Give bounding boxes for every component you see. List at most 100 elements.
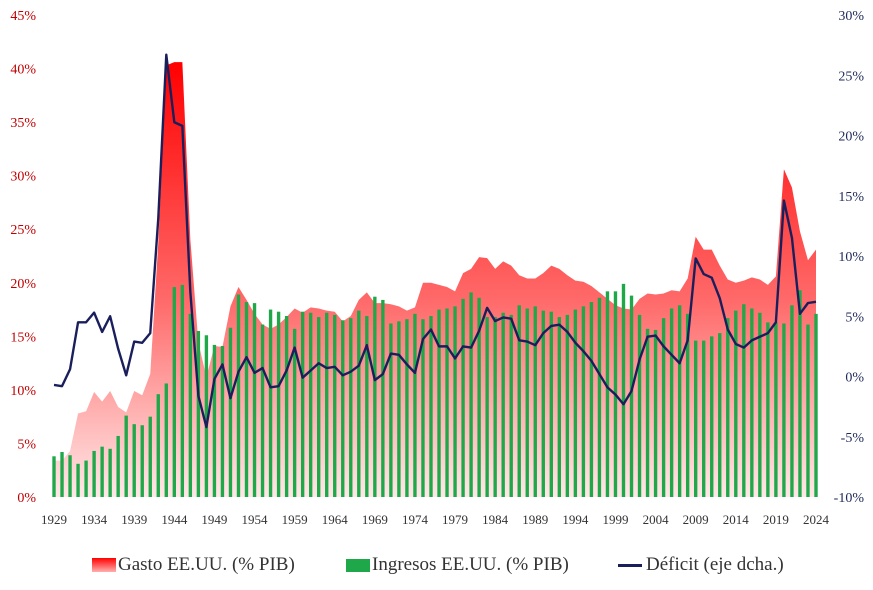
ingresos-bar-2022 [798,290,802,497]
ingresos-bar-1978 [445,308,449,497]
ingresos-bar-1974 [413,313,417,497]
gasto-area [54,62,816,497]
ingresos-bar-1937 [116,435,120,497]
right-tick-label: 30% [838,9,864,24]
legend-item-deficit: Déficit (eje dcha.) [618,548,784,582]
ingresos-bar-1979 [453,306,457,497]
ingresos-bar-1994 [573,309,578,497]
ingresos-bar-2024 [814,313,818,497]
ingresos-bar-1964 [333,314,337,497]
x-tick-label: 1994 [562,512,589,527]
x-tick-label: 2014 [723,512,750,527]
deficit-line-layer [53,53,817,429]
ingresos-bar-2007 [677,305,682,497]
legend-label-deficit: Déficit (eje dcha.) [646,554,784,575]
ingresos-bar-1971 [389,323,393,497]
ingresos-bar-1940 [140,425,144,497]
ingresos-bar-2000 [621,283,626,497]
x-tick-label: 1984 [482,512,509,527]
x-tick-label: 2009 [683,512,709,527]
ingresos-bar-1989 [533,306,537,497]
left-tick-label: 10% [10,384,36,399]
ingresos-bar-1972 [397,321,401,497]
legend-label-ingresos: Ingresos EE.UU. (% PIB) [372,554,569,575]
ingresos-bar-2019 [774,322,778,497]
left-tick-label: 45% [10,9,36,24]
x-tick-label: 1999 [602,512,628,527]
ingresos-bar-1965 [341,320,345,497]
right-tick-label: -10% [834,491,865,506]
ingresos-bar-1991 [549,311,553,497]
ingresos-bar-1986 [509,314,513,497]
ingresos-bar-1967 [357,310,361,497]
ingresos-bar-2010 [702,340,706,497]
ingresos-bar-1985 [501,312,505,497]
ingresos-bar-1998 [605,291,610,497]
ingresos-bar-1968 [365,315,369,497]
ingresos-bar-1976 [429,315,433,497]
ingresos-bar-1992 [557,317,562,497]
x-tick-label: 2004 [643,512,670,527]
ingresos-bar-1997 [597,297,602,497]
ingresos-bar-1941 [148,416,152,497]
ingresos-bar-1954 [252,303,257,497]
right-axis-ticks: -10% -5% 0% 5% 10% 15% 20% 25% 30% [834,9,865,506]
ingresos-bar-2018 [766,322,770,497]
x-tick-label: 1934 [81,512,108,527]
ingresos-bar-1957 [276,311,281,497]
ingresos-bar-1996 [589,302,594,497]
ingresos-bar-2005 [661,318,666,497]
ingresos-bar-2020 [782,323,786,497]
left-tick-label: 15% [10,330,36,345]
legend-label-gasto: Gasto EE.UU. (% PIB) [118,554,295,575]
ingresos-bar-2006 [669,308,674,497]
ingresos-bar-1982 [477,297,481,497]
x-tick-label: 2019 [763,512,789,527]
ingresos-bar-2009 [694,340,698,497]
ingresos-bar-1933 [84,460,88,497]
ingresos-bar-2012 [718,333,722,497]
x-tick-label: 1974 [402,512,429,527]
ingresos-bar-1962 [317,317,321,497]
ingresos-bar-1973 [405,319,409,497]
ingresos-bar-1950 [220,345,225,497]
ingresos-bar-1936 [108,448,112,497]
ingresos-bar-1945 [180,284,185,497]
ingresos-bar-1934 [92,450,96,497]
ingresos-bar-2015 [742,304,746,497]
x-tick-label: 1989 [522,512,548,527]
left-tick-label: 0% [17,491,36,506]
ingresos-bar-1939 [132,424,136,497]
ingresos-bar-1949 [212,344,217,497]
left-tick-label: 30% [10,170,36,185]
ingresos-bar-1930 [60,452,64,497]
ingresos-bar-1981 [469,292,473,497]
ingresos-bar-2003 [645,328,650,497]
ingresos-bar-1959 [292,328,297,497]
ingresos-bar-1956 [268,309,273,497]
ingresos-bar-1953 [244,302,249,497]
right-tick-label: 15% [838,190,864,205]
ingresos-bar-1970 [381,299,385,497]
x-tick-label: 2024 [803,512,830,527]
ingresos-bar-2016 [750,308,754,497]
ingresos-bar-1932 [76,463,80,497]
ingresos-bar-1931 [68,455,72,497]
ingresos-bar-1975 [421,319,425,497]
ingresos-bar-2002 [637,314,642,497]
ingresos-bar-1947 [196,330,201,497]
gasto-area-layer [54,62,816,497]
ingresos-bar-2008 [685,313,690,497]
left-tick-label: 25% [10,223,36,238]
x-tick-label: 1964 [322,512,349,527]
x-axis-ticks: 1929 1934 1939 1944 1949 1954 1959 1964 1969 1974… [41,512,830,527]
ingresos-bar-1952 [236,294,241,497]
x-tick-label: 1939 [121,512,147,527]
ingresos-bar-1980 [461,298,465,497]
x-tick-label: 1944 [161,512,188,527]
ingresos-bar-2014 [734,310,738,497]
ingresos-bar-1948 [204,335,209,497]
right-tick-label: -5% [841,431,865,446]
ingresos-bar-2004 [653,329,658,497]
right-tick-label: 5% [845,310,864,325]
